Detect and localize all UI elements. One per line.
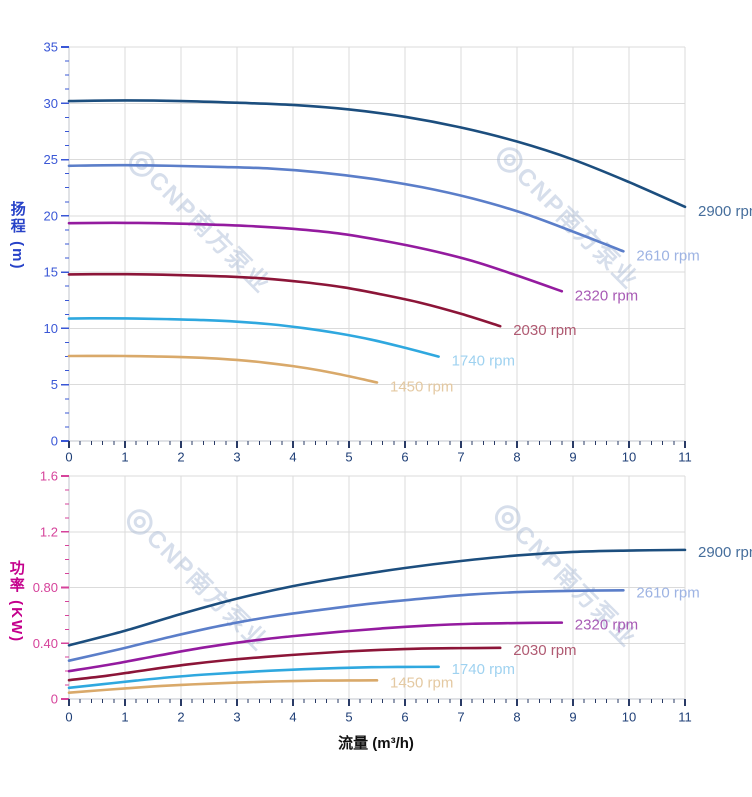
- svg-text:10: 10: [622, 710, 636, 725]
- svg-text:1.2: 1.2: [40, 524, 58, 539]
- svg-text:25: 25: [44, 152, 58, 167]
- curve-label-2900-rpm: 2900 rpm: [698, 544, 752, 561]
- svg-text:9: 9: [569, 450, 576, 465]
- curve-2320-rpm: [67, 221, 564, 293]
- svg-text:0: 0: [51, 434, 58, 449]
- svg-text:0: 0: [65, 450, 72, 465]
- curves-power-chart: 2900 rpm 2610 rpm 2320 rpm 2030 rpm 1740 rpm…: [67, 544, 752, 695]
- svg-text:4: 4: [289, 710, 296, 725]
- svg-text:5: 5: [51, 377, 58, 392]
- svg-text:10: 10: [622, 450, 636, 465]
- svg-text:2: 2: [177, 710, 184, 725]
- curve-2610-rpm: [67, 588, 625, 662]
- curve-2900-rpm: [67, 99, 687, 209]
- curve-1740-rpm: [67, 316, 440, 358]
- curve-2030-rpm: [67, 646, 502, 682]
- curve-label-2900-rpm: 2900 rpm: [698, 203, 752, 220]
- svg-text:11: 11: [678, 450, 692, 465]
- curve-label-1740-rpm: 1740 rpm: [452, 661, 515, 678]
- svg-text:8: 8: [513, 450, 520, 465]
- svg-text:4: 4: [289, 450, 296, 465]
- tick-labels-power-chart: 0 0.40 0.80 1.2 1.6 0 1 2 3 4 5 6 7 8 9 10 11: [33, 469, 692, 725]
- curve-2610-rpm: [67, 163, 625, 253]
- svg-text:2: 2: [177, 450, 184, 465]
- svg-text:0: 0: [51, 692, 58, 707]
- curve-label-1450-rpm: 1450 rpm: [390, 674, 453, 691]
- curve-label-2030-rpm: 2030 rpm: [513, 322, 576, 339]
- curves-head-chart: 2900 rpm 2610 rpm 2320 rpm 2030 rpm 1740 rpm…: [67, 99, 752, 395]
- curve-1450-rpm: [67, 354, 379, 384]
- curve-2030-rpm: [67, 272, 502, 328]
- curve-label-1450-rpm: 1450 rpm: [390, 378, 453, 395]
- curve-label-2320-rpm: 2320 rpm: [575, 287, 638, 304]
- svg-text:6: 6: [401, 710, 408, 725]
- svg-text:35: 35: [44, 40, 58, 55]
- curve-2320-rpm: [67, 621, 564, 673]
- svg-text:5: 5: [345, 710, 352, 725]
- svg-text:8: 8: [513, 710, 520, 725]
- curve-1740-rpm: [67, 665, 440, 690]
- svg-text:20: 20: [44, 208, 58, 223]
- curve-label-2610-rpm: 2610 rpm: [636, 247, 699, 264]
- svg-text:0: 0: [65, 710, 72, 725]
- svg-text:1: 1: [121, 450, 128, 465]
- flow-axis-title: 流量 (m³/h): [338, 735, 414, 752]
- curve-2900-rpm: [67, 548, 687, 647]
- svg-text:9: 9: [569, 710, 576, 725]
- svg-text:6: 6: [401, 450, 408, 465]
- svg-text:3: 3: [233, 450, 240, 465]
- svg-text:7: 7: [457, 450, 464, 465]
- grid-head-chart: [61, 46, 686, 448]
- curve-label-2610-rpm: 2610 rpm: [636, 584, 699, 601]
- curve-label-2320-rpm: 2320 rpm: [575, 617, 638, 634]
- svg-text:1.6: 1.6: [40, 469, 58, 484]
- svg-text:11: 11: [678, 710, 692, 725]
- tick-labels-head-chart: 0 5 10 15 20 25 30 35 0 1 2 3 4 5 6 7 8 9 10 11: [44, 40, 692, 465]
- svg-text:7: 7: [457, 710, 464, 725]
- head-axis-title: 扬程 (m): [8, 201, 26, 271]
- watermark: ◎CNP南方泵业: [119, 497, 279, 657]
- svg-text:30: 30: [44, 96, 58, 111]
- curve-label-2030-rpm: 2030 rpm: [513, 642, 576, 659]
- svg-text:0.80: 0.80: [33, 580, 58, 595]
- curve-1450-rpm: [67, 679, 379, 695]
- svg-text:10: 10: [44, 321, 58, 336]
- curve-label-1740-rpm: 1740 rpm: [452, 353, 515, 370]
- power-axis-title: 功率 (KW): [7, 560, 25, 644]
- svg-text:15: 15: [44, 265, 58, 280]
- svg-text:5: 5: [345, 450, 352, 465]
- svg-text:0.40: 0.40: [33, 636, 58, 651]
- svg-text:1: 1: [121, 710, 128, 725]
- svg-text:3: 3: [233, 710, 240, 725]
